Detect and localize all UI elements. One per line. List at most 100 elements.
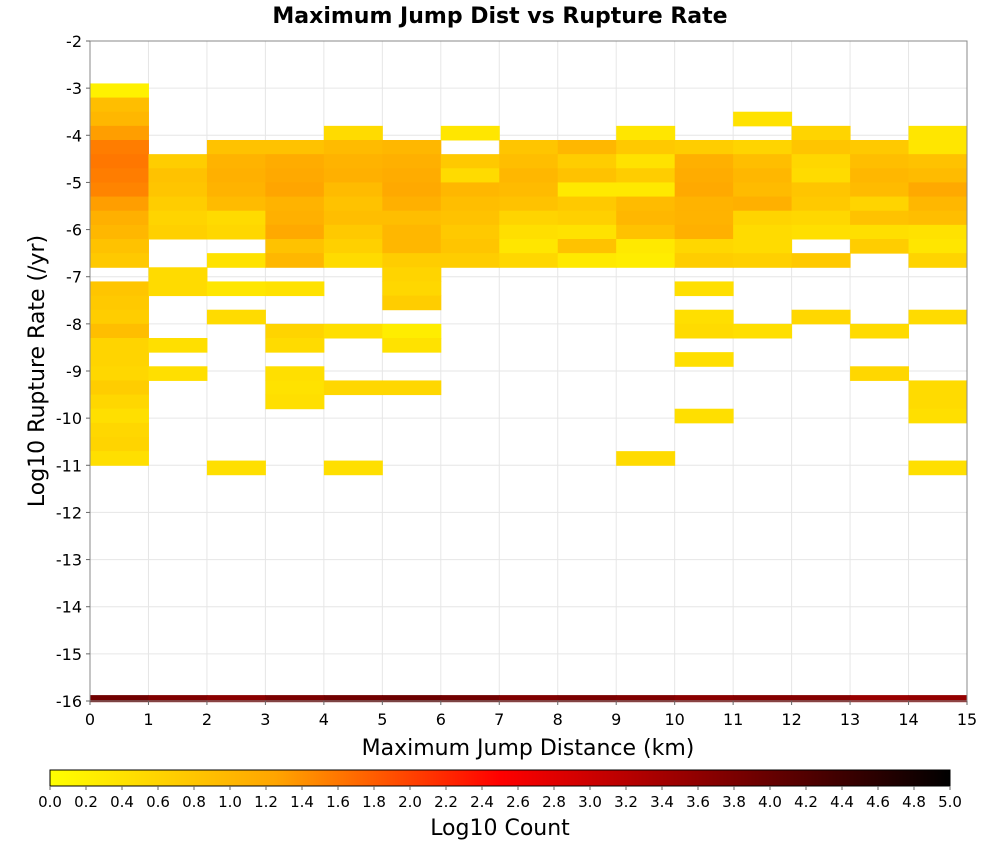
heatmap-cells xyxy=(90,83,968,703)
colorbar-tick-label: 3.8 xyxy=(722,793,746,811)
heatmap-cell xyxy=(90,338,149,353)
heatmap-cell xyxy=(791,309,851,325)
heatmap-cell xyxy=(499,253,559,268)
heatmap-cell xyxy=(616,196,676,212)
colorbar-ticks: 0.0 0.2 0.4 0.6 0.8 1.0 1.2 1.4 1.6 1.8 2.0 2.2 2.4 2… xyxy=(38,786,962,811)
colorbar-tick-label: 2.4 xyxy=(470,793,494,811)
heatmap-cell xyxy=(382,154,442,169)
y-tick-label: -7 xyxy=(66,268,82,287)
heatmap-cell xyxy=(90,408,149,424)
heatmap-cell xyxy=(90,83,149,99)
heatmap-cell xyxy=(499,154,559,169)
y-tick-label: -5 xyxy=(66,173,82,192)
heatmap-cell xyxy=(850,168,910,183)
heatmap-cell xyxy=(90,309,149,325)
y-tick-label: -4 xyxy=(66,126,82,145)
heatmap-cell xyxy=(674,253,734,268)
heatmap-cell xyxy=(791,168,851,183)
heatmap-cell xyxy=(674,182,734,198)
heatmap-cell xyxy=(323,196,383,212)
heatmap-cell xyxy=(382,168,442,183)
heatmap-cell xyxy=(499,239,559,254)
heatmap-cell xyxy=(90,352,149,367)
heatmap-cell xyxy=(90,437,149,452)
x-tick-label: 6 xyxy=(436,710,446,729)
heatmap-cell xyxy=(382,196,442,212)
heatmap-cell xyxy=(90,140,149,155)
y-axis-label: Log10 Rupture Rate (/yr) xyxy=(25,235,50,507)
heatmap-cell-bottom-row xyxy=(557,695,617,703)
heatmap-cell xyxy=(90,394,149,410)
heatmap-cell xyxy=(733,140,793,155)
heatmap-cell xyxy=(440,182,500,198)
heatmap-cell xyxy=(733,323,793,339)
heatmap-cell xyxy=(382,239,442,254)
heatmap-cell xyxy=(674,210,734,226)
x-tick-label: 11 xyxy=(723,710,743,729)
heatmap-cell xyxy=(557,253,617,268)
heatmap-cell xyxy=(440,154,500,169)
heatmap-cell xyxy=(206,224,266,240)
heatmap-cell xyxy=(499,210,559,226)
heatmap-cell xyxy=(616,253,676,268)
x-tick-label: 9 xyxy=(611,710,621,729)
heatmap-cell xyxy=(674,154,734,169)
heatmap-cell xyxy=(733,210,793,226)
heatmap-cell xyxy=(440,239,500,254)
heatmap-cell xyxy=(90,224,149,240)
x-tick-label: 7 xyxy=(494,710,504,729)
heatmap-cell-bottom-row xyxy=(440,695,500,703)
colorbar-tick-label: 3.4 xyxy=(650,793,674,811)
heatmap-cell xyxy=(674,239,734,254)
heatmap-cell xyxy=(323,168,383,183)
x-axis-ticks: 0 1 2 3 4 5 6 7 8 9 10 11 12 13 14 15 xyxy=(85,701,977,729)
heatmap-cell xyxy=(850,323,910,339)
heatmap-cell xyxy=(265,323,325,339)
heatmap-cell xyxy=(733,182,793,198)
heatmap-cell xyxy=(323,224,383,240)
heatmap-cell xyxy=(90,125,149,141)
heatmap-cell xyxy=(148,281,208,297)
heatmap-cell xyxy=(90,422,149,438)
heatmap-cell xyxy=(733,239,793,254)
heatmap-cell xyxy=(265,239,325,254)
heatmap-cell xyxy=(908,239,968,254)
heatmap-cell xyxy=(616,224,676,240)
heatmap-cell xyxy=(850,224,910,240)
heatmap-cell xyxy=(908,154,968,169)
x-axis-label: Maximum Jump Distance (km) xyxy=(362,736,695,761)
heatmap-cell xyxy=(499,224,559,240)
heatmap-cell xyxy=(265,380,325,396)
heatmap-cell xyxy=(265,196,325,212)
y-axis-ticks: -2 -3 -4 -5 -6 -7 -8 -9 -10 -11 -12 -13 -14 -15 -16 xyxy=(56,32,90,711)
x-tick-label: 0 xyxy=(85,710,95,729)
colorbar-label: Log10 Count xyxy=(430,816,570,841)
heatmap-cell xyxy=(323,154,383,169)
heatmap-cell xyxy=(90,380,149,396)
heatmap-cell xyxy=(90,210,149,226)
heatmap-cell xyxy=(323,125,383,141)
heatmap-cell xyxy=(733,154,793,169)
heatmap-cell xyxy=(323,323,383,339)
heatmap-cell xyxy=(90,168,149,183)
heatmap-cell xyxy=(557,196,617,212)
y-tick-label: -15 xyxy=(56,645,82,664)
colorbar-tick-label: 3.2 xyxy=(614,793,638,811)
heatmap-cell xyxy=(908,125,968,141)
heatmap-cell xyxy=(791,182,851,198)
heatmap-cell xyxy=(382,210,442,226)
heatmap-cell xyxy=(733,168,793,183)
colorbar-tick-label: 5.0 xyxy=(938,793,962,811)
y-tick-label: -8 xyxy=(66,315,82,334)
heatmap-cell xyxy=(440,168,500,183)
heatmap-cell xyxy=(90,196,149,212)
heatmap-cell xyxy=(265,394,325,410)
x-tick-label: 1 xyxy=(143,710,153,729)
heatmap-cell xyxy=(850,366,910,381)
y-tick-label: -3 xyxy=(66,79,82,98)
heatmap-cell xyxy=(265,224,325,240)
heatmap-cell-bottom-row xyxy=(206,695,266,703)
heatmap-cell xyxy=(499,168,559,183)
heatmap-cell xyxy=(148,196,208,212)
colorbar-tick-label: 2.0 xyxy=(398,793,422,811)
